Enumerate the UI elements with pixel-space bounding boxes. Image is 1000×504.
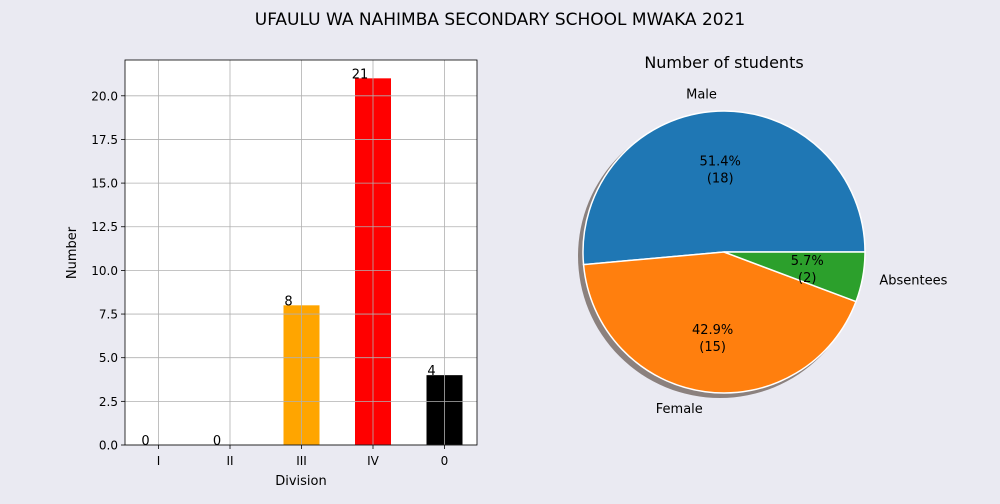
bar-y-tick-label: 20.0 (91, 89, 118, 103)
bar-y-axis-label: Number (65, 226, 80, 279)
bar-y-tick-label: 5.0 (99, 351, 118, 365)
bar-data-label: 8 (284, 294, 292, 309)
pie-count-label: (2) (798, 271, 816, 286)
pie-percent-label: 51.4% (700, 154, 741, 169)
bar-y-tick-label: 0.0 (99, 439, 118, 453)
bar-x-axis-label: Division (275, 474, 327, 489)
pie-slice (582, 251, 857, 394)
bar-x-tick-label: II (226, 454, 233, 468)
bar-y-tick-label: 12.5 (91, 220, 118, 234)
bar-x-tick-label: IV (367, 454, 380, 468)
bar-y-tick-label: 10.0 (91, 264, 118, 278)
bar-data-label: 4 (427, 364, 435, 379)
bar-x-tick-label: III (296, 454, 307, 468)
bar-x-tick-label: I (157, 454, 161, 468)
bar-y-tick-label: 17.5 (91, 133, 118, 147)
bar-data-labels: 0 0 8 21 4 (141, 67, 435, 449)
bar-y-tick-label: 7.5 (99, 308, 118, 322)
pie-labels: Male 51.4% (18) Female 42.9% (15) Absentees 5.7… (656, 88, 948, 417)
bar-chart: 0.02.55.07.510.012.515.017.520.0 I II III I… (65, 59, 478, 489)
bar-x-ticks: I II III IV 0 (157, 445, 449, 468)
bar-data-label: 0 (213, 434, 221, 449)
pie-slice (582, 110, 866, 266)
pie-count-label: (15) (699, 340, 726, 355)
figure-title: UFAULU WA NAHIMBA SECONDARY SCHOOL MWAKA… (255, 10, 745, 30)
bar-data-label: 21 (352, 67, 369, 82)
bar-y-tick-label: 2.5 (99, 395, 118, 409)
pie-slice-label: Male (686, 88, 717, 103)
bar-plot-frame (124, 59, 478, 446)
bar-y-tick-label: 15.0 (91, 177, 118, 191)
bar-y-ticks: 0.0 2.5 5.0 7.5 10.0 12.5 15.0 17.5 20.0 (91, 89, 125, 453)
pie-percent-label: 5.7% (791, 254, 824, 269)
pie-slices (582, 110, 866, 394)
pie-slice (723, 251, 866, 303)
bar-x-tick-label: 0 (441, 454, 449, 468)
pie-count-label: (18) (707, 171, 734, 186)
pie-chart: Number of students Male 51.4% (18) Female 42… (578, 53, 948, 417)
pie-percent-label: 42.9% (692, 323, 733, 338)
pie-slice-label: Absentees (879, 274, 947, 289)
pie-title: Number of students (644, 53, 803, 72)
pie-slice-label: Female (656, 402, 703, 417)
bar-data-label: 0 (141, 434, 149, 449)
